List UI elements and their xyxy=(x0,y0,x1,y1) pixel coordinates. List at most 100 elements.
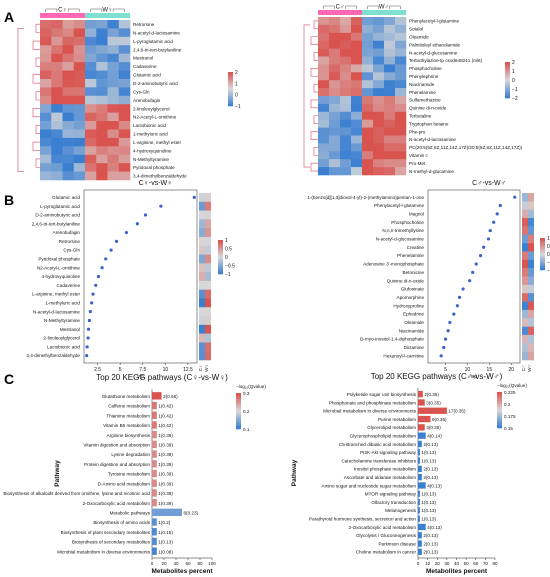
bar-legend-step xyxy=(497,410,502,412)
heatmap-cell xyxy=(85,62,97,71)
heatmap-cell xyxy=(85,70,97,80)
heatmap-row-label: Niacinamide xyxy=(409,82,435,87)
heatmap-cell xyxy=(329,135,341,144)
color-legend-step xyxy=(540,256,545,258)
color-legend-step xyxy=(505,74,510,76)
heatmap-cell xyxy=(40,112,52,122)
dotplot-side-cell xyxy=(528,251,534,261)
dotplot-category-label: Hexanoyl-l-carnitine xyxy=(383,353,424,358)
heatmap-cell xyxy=(340,119,352,128)
bar-value-label: 1(0.13) xyxy=(421,516,436,521)
heatmap-cell xyxy=(40,36,52,46)
color-legend-step xyxy=(228,76,233,78)
dotplot-side-cell xyxy=(199,254,205,264)
heatmap-cell xyxy=(351,135,363,144)
bar xyxy=(418,523,426,531)
heatmap-cell xyxy=(384,56,396,65)
heatmap-row-label: Terbutaline xyxy=(409,113,432,118)
dotplot-side-cell xyxy=(522,243,528,252)
dotplot-side-cell xyxy=(199,193,205,203)
heatmap-cell xyxy=(62,70,75,80)
heatmap-cell xyxy=(73,45,86,54)
dotplot-side-cell xyxy=(528,284,534,294)
heatmap-cell xyxy=(395,64,407,73)
heatmap-cell xyxy=(51,137,63,147)
heatmap-cell xyxy=(318,135,330,144)
heatmap-dendrogram-branch xyxy=(35,91,40,101)
heatmap-dendrogram-branch xyxy=(313,52,318,61)
dotplot-side-cell xyxy=(205,272,211,282)
color-legend-step xyxy=(228,73,233,75)
dotplot-side-cell xyxy=(205,201,211,211)
heatmap-top-branch xyxy=(45,8,58,12)
heatmap-row-label: Cys-Gln xyxy=(133,89,150,94)
heatmap-cell xyxy=(85,154,97,164)
dotplot-xtick-label: 12.5 xyxy=(183,367,193,373)
dotplot-side-cell xyxy=(522,293,528,302)
bar-legend-step xyxy=(236,394,241,397)
heatmap-cell xyxy=(318,56,330,65)
bar xyxy=(418,449,420,456)
color-legend-step xyxy=(540,257,545,259)
dotplot-side-cell xyxy=(528,351,534,361)
dotplot-side-cell xyxy=(528,293,534,302)
heatmap-cell xyxy=(40,53,52,63)
bar-xlabel: Metabolites percent xyxy=(426,568,488,575)
panel-letter-c: C xyxy=(4,371,14,387)
heatmap-cell xyxy=(329,111,341,120)
dotplot-side-cell xyxy=(205,263,211,273)
dotplot-side-cell xyxy=(205,210,211,220)
color-legend-step xyxy=(505,86,510,88)
heatmap-cell xyxy=(329,24,341,34)
heatmap-cell xyxy=(73,95,86,105)
heatmap-cell xyxy=(395,159,407,168)
heatmap-cell xyxy=(73,62,86,71)
dotplot-category-label: Cadaverine xyxy=(57,283,81,288)
color-legend-step xyxy=(505,80,510,82)
heatmap-cell xyxy=(73,78,86,88)
dotplot-side-cell xyxy=(528,226,534,236)
heatmap-cell xyxy=(51,112,63,122)
heatmap-cell xyxy=(73,163,86,172)
heatmap-cell xyxy=(373,151,385,160)
bar-category-label: Polyketide sugar unit biosynthesis xyxy=(347,392,417,397)
heatmap-row-label: Vitamin c xyxy=(409,153,429,158)
heatmap-dendrogram-branch xyxy=(313,115,318,124)
dotplot-category-label: Glufosinate xyxy=(401,287,425,292)
heatmap-cell xyxy=(118,154,131,164)
color-legend-step xyxy=(218,266,223,268)
dotplot-side-cell xyxy=(522,276,528,286)
dotplot-point xyxy=(88,310,92,314)
dotplot-side-cell xyxy=(199,289,205,299)
heatmap-cell xyxy=(329,48,341,57)
heatmap-cell xyxy=(96,78,108,88)
heatmap-group-label-w: W♀ xyxy=(102,8,112,14)
bar xyxy=(418,540,422,547)
heatmap-cell xyxy=(62,78,75,88)
heatmap-cell xyxy=(384,151,396,160)
dotplot-point xyxy=(104,257,108,261)
bar-value-label: 1(0.39) xyxy=(158,501,173,506)
color-legend-step xyxy=(228,94,233,97)
heatmap-cell xyxy=(107,20,120,29)
heatmap-dendrogram xyxy=(303,20,318,172)
heatmap-cell xyxy=(384,40,396,49)
heatmap-cell xyxy=(107,28,120,38)
heatmap-row-label: Arenobufagin xyxy=(133,98,161,103)
color-legend-step xyxy=(228,79,233,82)
heatmap-cell xyxy=(107,36,120,46)
color-legend-step xyxy=(540,254,545,256)
color-legend-tick: −2 xyxy=(512,96,518,102)
heatmap-cell xyxy=(395,96,407,105)
dotplot-category-label: Glutamic acid xyxy=(52,195,80,200)
bar-legend-step xyxy=(497,416,502,418)
heatmap-cell xyxy=(384,119,396,128)
heatmap-cell xyxy=(40,171,52,181)
color-legend-step xyxy=(228,78,233,81)
color-legend-step xyxy=(540,263,545,265)
color-legend-step xyxy=(505,95,510,98)
color-legend-step xyxy=(228,102,233,105)
heatmap-cell xyxy=(51,20,63,29)
bar-value-label: 1(0.15) xyxy=(158,530,173,535)
heatmap-cell xyxy=(351,17,363,26)
